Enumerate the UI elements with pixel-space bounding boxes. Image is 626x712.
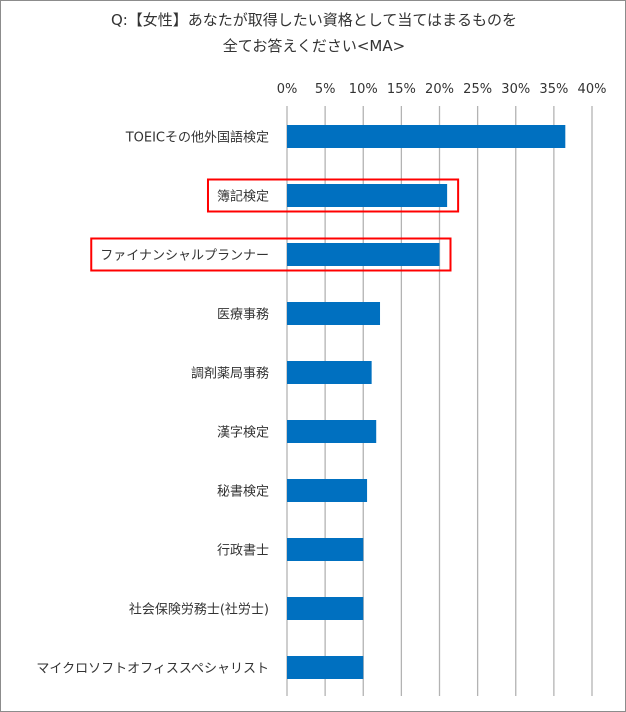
category-label: 簿記検定	[217, 189, 269, 205]
bar-10	[287, 656, 364, 679]
bar-1	[287, 125, 566, 148]
highlight-box	[206, 178, 460, 213]
x-tick-label: 0%	[277, 82, 298, 97]
category-label: 医療事務	[217, 308, 269, 323]
category-label: マイクロソフトオフィススペシャリスト	[36, 662, 269, 677]
bar-9	[287, 597, 364, 620]
x-tick-label: 35%	[539, 82, 568, 97]
x-tick-label: 25%	[463, 82, 492, 97]
bar-3	[287, 243, 440, 266]
x-tick-label: 10%	[349, 82, 378, 97]
highlight-box	[90, 237, 452, 272]
category-label: 調剤薬局事務	[191, 366, 269, 382]
chart-title-line-2: 全てお答えください<MA>	[222, 37, 406, 55]
category-label: TOEICその他外国語検定	[125, 130, 269, 146]
category-label: 行政書士	[217, 544, 269, 559]
category-label: ファイナンシャルプランナー	[100, 249, 269, 264]
x-tick-label: 30%	[501, 82, 530, 97]
category-label: 漢字検定	[217, 426, 269, 441]
chart-title-line-1: Q:【女性】あなたが取得したい資格として当てはまるものを	[110, 11, 518, 29]
category-label: 秘書検定	[217, 485, 269, 500]
bar-5	[287, 361, 372, 384]
category-label: 社会保険労務士(社労士)	[129, 602, 269, 618]
x-tick-label: 40%	[578, 82, 607, 97]
bar-7	[287, 479, 368, 502]
x-tick-label: 15%	[387, 82, 416, 97]
x-tick-label: 20%	[425, 82, 454, 97]
bar-2	[287, 184, 448, 207]
bar-4	[287, 302, 381, 325]
bar-8	[287, 538, 364, 561]
x-tick-label: 5%	[315, 82, 336, 97]
bar-6	[287, 420, 377, 443]
